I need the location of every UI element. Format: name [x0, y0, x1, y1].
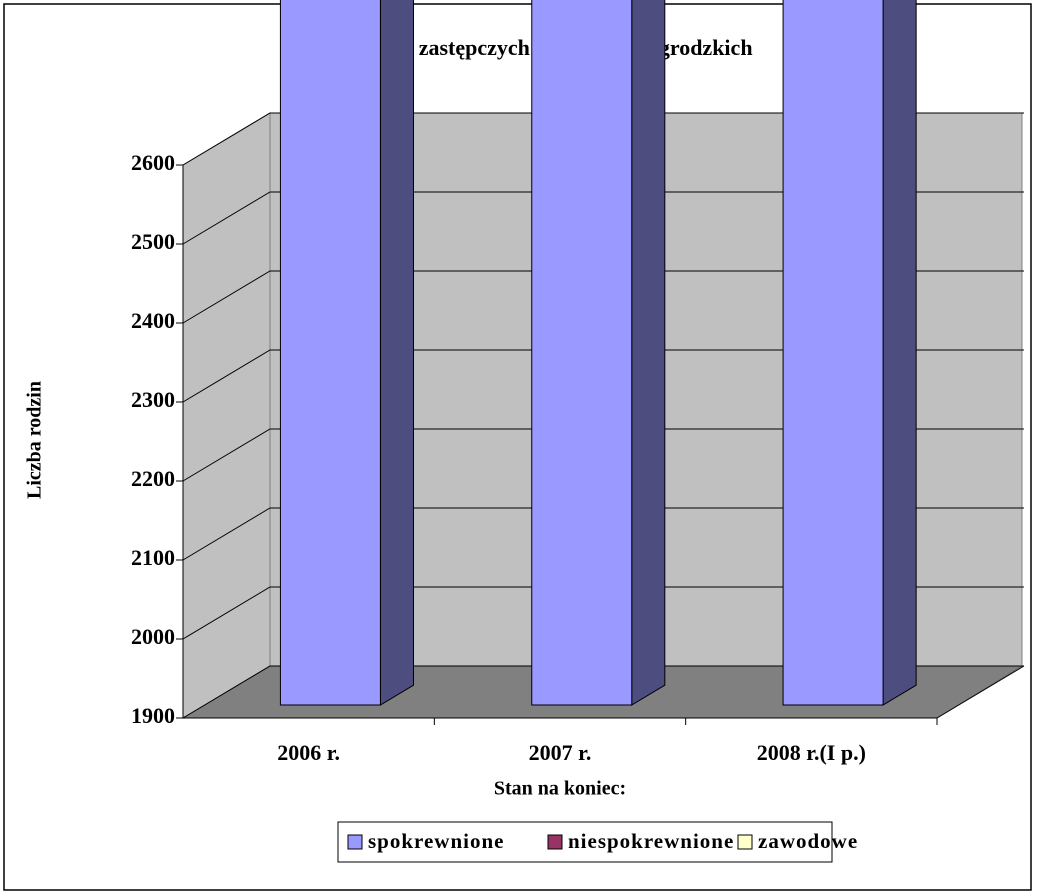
grid-line [182, 112, 1024, 166]
bar [782, 0, 884, 706]
y-tick-label: 2300 [131, 387, 175, 412]
legend-swatch [347, 834, 363, 850]
x-tick-label: 2006 r. [277, 740, 340, 765]
grid-line [182, 428, 1024, 482]
grid-line [182, 349, 1024, 403]
legend-swatch [547, 834, 563, 850]
x-tick-label: 2008 r.(I p.) [757, 740, 866, 765]
x-axis-title: Stan na koniec: [494, 778, 626, 800]
bar-side [882, 0, 917, 706]
y-tick-label: 2600 [131, 150, 175, 175]
side-wall [182, 112, 271, 719]
y-tick-label: 2100 [131, 545, 175, 570]
y-tick-label: 2400 [131, 308, 175, 333]
bar [531, 0, 633, 706]
bar-side [379, 0, 414, 706]
legend-label: spokrewnione [368, 829, 504, 853]
y-tick-label: 2000 [131, 624, 175, 649]
grid-line [182, 665, 1024, 719]
legend-swatch [737, 834, 753, 850]
y-tick-label: 1900 [131, 703, 175, 728]
grid-line [182, 191, 1024, 245]
legend-label: niespokrewnione [568, 829, 734, 853]
legend-label: zawodowe [758, 829, 858, 853]
grid-line [182, 507, 1024, 561]
y-axis-title: Liczba rodzin [24, 381, 46, 499]
bar-side [631, 0, 666, 706]
y-tick-label: 2200 [131, 466, 175, 491]
x-tick-label: 2007 r. [529, 740, 592, 765]
grid-line [182, 270, 1024, 324]
bar [279, 0, 381, 706]
x-axis-depth [936, 665, 1025, 719]
grid-line [182, 586, 1024, 640]
y-tick-label: 2500 [131, 229, 175, 254]
